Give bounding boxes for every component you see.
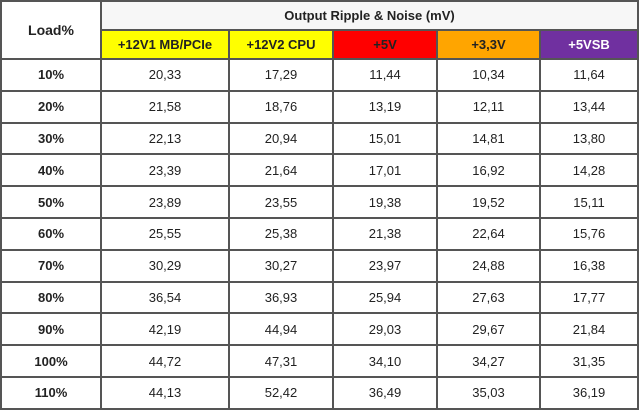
group-header: Output Ripple & Noise (mV)	[99, 0, 639, 31]
value-cell: 24,88	[436, 248, 541, 283]
table-row: 40% 23,39 21,64 17,01 16,92 14,28	[0, 153, 639, 188]
value-cell: 31,35	[538, 344, 639, 378]
value-cell: 23,89	[100, 185, 230, 219]
table-row: 90% 42,19 44,94 29,03 29,67 21,84	[0, 312, 639, 347]
value-cell: 16,38	[538, 248, 639, 283]
value-cell: 15,11	[538, 185, 639, 219]
load-cell: 70%	[0, 248, 102, 283]
value-cell: 10,34	[436, 58, 541, 92]
value-cell: 34,27	[436, 344, 541, 378]
value-cell: 14,28	[538, 153, 639, 188]
load-cell: 30%	[0, 121, 102, 156]
load-cell: 40%	[0, 153, 102, 188]
value-cell: 23,97	[332, 248, 438, 283]
value-cell: 13,19	[332, 89, 438, 124]
table-row: 70% 30,29 30,27 23,97 24,88 16,38	[0, 248, 639, 283]
value-cell: 27,63	[436, 280, 541, 315]
value-cell: 30,27	[228, 248, 334, 283]
value-cell: 36,49	[332, 375, 438, 410]
value-cell: 15,01	[332, 121, 438, 156]
value-cell: 23,55	[228, 185, 334, 219]
value-cell: 42,19	[100, 312, 230, 347]
load-cell: 20%	[0, 89, 102, 124]
value-cell: 21,58	[100, 89, 230, 124]
value-cell: 12,11	[436, 89, 541, 124]
value-cell: 34,10	[332, 344, 438, 378]
column-header: +12V1 MB/PCIe	[100, 29, 230, 60]
table-row: 100% 44,72 47,31 34,10 34,27 31,35	[0, 344, 639, 378]
table-row: 20% 21,58 18,76 13,19 12,11 13,44	[0, 89, 639, 124]
table-row: 50% 23,89 23,55 19,38 19,52 15,11	[0, 185, 639, 219]
load-cell: 60%	[0, 216, 102, 251]
table-row: 30% 22,13 20,94 15,01 14,81 13,80	[0, 121, 639, 156]
value-cell: 36,54	[100, 280, 230, 315]
value-cell: 44,94	[228, 312, 334, 347]
value-cell: 20,94	[228, 121, 334, 156]
column-header: +3,3V	[436, 29, 541, 60]
load-cell: 10%	[0, 58, 102, 92]
value-cell: 21,64	[228, 153, 334, 188]
value-cell: 35,03	[436, 375, 541, 410]
load-cell: 110%	[0, 375, 102, 410]
value-cell: 23,39	[100, 153, 230, 188]
value-cell: 29,03	[332, 312, 438, 347]
value-cell: 17,01	[332, 153, 438, 188]
table-row: 10% 20,33 17,29 11,44 10,34 11,64	[0, 58, 639, 92]
column-header: +5VSB	[538, 29, 639, 60]
value-cell: 22,64	[436, 216, 541, 251]
load-cell: 80%	[0, 280, 102, 315]
column-header: +5V	[332, 29, 438, 60]
value-cell: 11,64	[538, 58, 639, 92]
load-cell: 90%	[0, 312, 102, 347]
value-cell: 14,81	[436, 121, 541, 156]
value-cell: 18,76	[228, 89, 334, 124]
load-cell: 100%	[0, 344, 102, 378]
value-cell: 47,31	[228, 344, 334, 378]
value-cell: 36,93	[228, 280, 334, 315]
header-row: Load% Output Ripple & Noise (mV)	[0, 0, 639, 60]
value-cell: 16,92	[436, 153, 541, 188]
column-header: +12V2 CPU	[228, 29, 334, 60]
value-cell: 30,29	[100, 248, 230, 283]
value-cell: 21,84	[538, 312, 639, 347]
table-row: 110% 44,13 52,42 36,49 35,03 36,19	[0, 375, 639, 410]
value-cell: 13,80	[538, 121, 639, 156]
value-cell: 52,42	[228, 375, 334, 410]
table-head: Load% Output Ripple & Noise (mV) +12V1 M…	[0, 0, 639, 60]
value-cell: 19,38	[332, 185, 438, 219]
table-row: 60% 25,55 25,38 21,38 22,64 15,76	[0, 216, 639, 251]
column-header-row: +12V1 MB/PCIe +12V2 CPU +5V +3,3V +5VSB	[1, 29, 639, 60]
value-cell: 19,52	[436, 185, 541, 219]
value-cell: 20,33	[100, 58, 230, 92]
value-cell: 44,13	[100, 375, 230, 410]
value-cell: 29,67	[436, 312, 541, 347]
value-cell: 25,38	[228, 216, 334, 251]
value-cell: 25,94	[332, 280, 438, 315]
load-cell: 50%	[0, 185, 102, 219]
value-cell: 15,76	[538, 216, 639, 251]
table-body: 10% 20,33 17,29 11,44 10,34 11,64 20% 21,58 18,7…	[0, 58, 639, 410]
value-cell: 11,44	[332, 58, 438, 92]
value-cell: 36,19	[538, 375, 639, 410]
value-cell: 44,72	[100, 344, 230, 378]
load-header: Load%	[0, 0, 102, 60]
value-cell: 21,38	[332, 216, 438, 251]
value-cell: 25,55	[100, 216, 230, 251]
table-row: 80% 36,54 36,93 25,94 27,63 17,77	[0, 280, 639, 315]
value-cell: 17,29	[228, 58, 334, 92]
value-cell: 22,13	[100, 121, 230, 156]
value-cell: 17,77	[538, 280, 639, 315]
value-cell: 13,44	[538, 89, 639, 124]
